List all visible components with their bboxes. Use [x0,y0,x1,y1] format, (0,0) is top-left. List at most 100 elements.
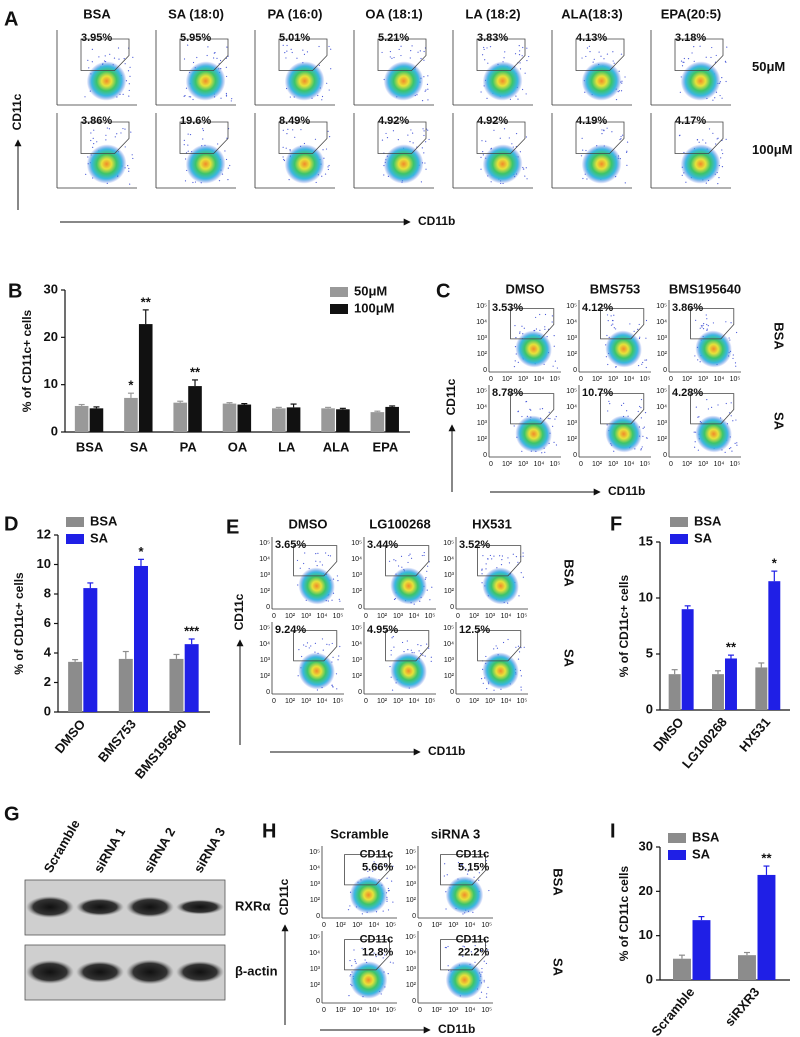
cell-dot [327,168,329,171]
cell-dot [490,181,492,183]
cell-dot [735,365,737,367]
cell-dot [423,59,425,61]
cell-dot [431,586,433,588]
gate [600,308,645,340]
cell-dot [626,164,628,166]
cell-dot [428,647,430,649]
cell-dot [601,133,603,135]
cell-dot [124,63,126,65]
cell-dot [525,400,528,403]
cell-dot [525,93,527,95]
cell-dot [426,83,429,85]
significance: ** [190,364,201,379]
cell-dot [481,54,484,56]
flow-y-tick: 10⁴ [351,641,362,648]
cell-dot [393,559,395,561]
x-axis-label: CD11b [438,1022,475,1036]
cell-dot [382,957,384,959]
cell-dot [93,143,95,145]
cell-cloud [445,876,484,914]
flow-plot: 4.28% 00 10² 10² 10³ 10³ 10⁴ 10⁴ 10⁵ 10⁵ [656,385,741,468]
cell-dot [225,95,228,97]
bar [286,407,301,432]
cell-cloud [383,61,424,101]
cell-dot [298,648,300,651]
cell-dot [283,158,285,161]
significance: ** [726,640,737,655]
cell-dot [503,57,505,59]
y-tick-label: 10 [44,376,58,391]
cell-dot [482,555,484,557]
cell-dot [637,364,640,367]
bar [83,588,98,712]
cell-dot [90,139,92,142]
cell-dot [105,134,107,136]
cell-dot [91,48,93,50]
cell-dot [710,56,712,59]
gate [690,308,735,340]
cell-dot [484,59,486,61]
cell-dot [732,357,734,360]
bar [370,412,385,432]
cell-dot [400,45,402,47]
cell-dot [183,95,185,97]
cell-dot [409,57,411,59]
cell-dot [286,50,288,52]
cell-dot [287,128,289,130]
flow-y-tick: 10⁴ [405,950,416,957]
cell-dot [127,165,129,167]
cell-dot [96,141,98,143]
x-axis-label: CD11b [418,214,455,228]
cell-dot [386,877,388,879]
flow-y-tick: 0 [358,689,362,696]
cell-dot [202,129,204,132]
cell-dot [466,873,469,875]
cell-dot [487,557,489,560]
cell-dot [296,559,299,562]
cell-dot [310,645,312,647]
y-tick-label: 6 [44,615,51,630]
y-tick-label: 20 [639,883,653,898]
cell-cloud [605,330,642,368]
cell-dot [480,678,483,680]
cell-dot [379,948,381,950]
legend-label: BSA [694,513,722,528]
bar [173,402,188,432]
cell-dot [219,59,222,62]
cell-dot [425,89,427,91]
cell-dot [623,402,625,404]
cell-dot [104,55,106,57]
flow-x-tick: 10⁴ [624,376,635,383]
cell-dot [421,147,423,149]
cell-dot [366,954,368,956]
cell-dot [225,75,228,78]
column-header: BMS195640 [669,281,741,296]
cell-dot [316,564,318,567]
flow-x-tick: 10³ [301,613,312,620]
cell-dot [521,55,523,57]
cell-cloud [349,876,388,914]
cell-dot [691,52,693,54]
cell-dot [401,641,404,644]
cell-dot [419,50,421,52]
cell-dot [488,889,490,892]
cell-dot [290,48,292,50]
cell-dot [589,51,591,53]
cell-dot [409,140,411,143]
cell-dot [315,553,317,555]
flow-x-tick: 0 [418,922,422,929]
cell-dot [697,416,699,418]
cell-dot [588,45,590,47]
bar [169,658,184,712]
cell-dot [693,45,695,48]
row-label: BSA [562,559,577,587]
bar [118,658,133,712]
cell-dot [303,644,305,646]
cell-dot [522,552,524,554]
cell-dot [620,138,622,140]
cell-dot [706,318,708,320]
cell-dot [383,954,386,956]
flow-plot: 4.13% [551,30,632,106]
blot-band [26,896,74,918]
cell-dot [418,650,420,652]
